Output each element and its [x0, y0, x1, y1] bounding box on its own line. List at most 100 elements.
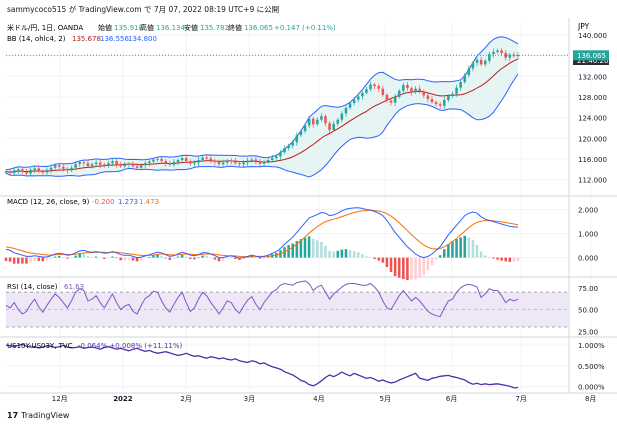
price-tick-label: 120.000: [578, 135, 607, 143]
macd-hist-bar: [459, 237, 462, 258]
candle-body: [209, 158, 213, 161]
macd-hist-bar: [209, 257, 213, 259]
candle-body: [168, 163, 172, 165]
candle-body: [45, 169, 49, 173]
yield-tick-label: 0.000%: [578, 384, 605, 392]
candle-body: [344, 107, 348, 114]
macd-hist-bar: [475, 244, 479, 258]
candle-body: [455, 87, 458, 94]
macd-hist-bar: [500, 257, 503, 261]
macd-tick-label: 0.000: [578, 255, 598, 263]
price-pane[interactable]: [4, 36, 568, 178]
candle-body: [250, 159, 254, 161]
candle-body: [397, 90, 401, 97]
macd-hist-bar: [377, 257, 381, 261]
candle-body: [49, 167, 53, 170]
time-tick-label: 4月: [313, 395, 324, 403]
candle-body: [12, 170, 16, 173]
candle-body: [103, 164, 106, 166]
candle-body: [410, 88, 413, 93]
publish-info: が TradingView.com で 7月 07, 2022 08:19 UT…: [68, 5, 280, 14]
macd-hist-bar: [430, 257, 434, 265]
candle-body: [463, 75, 467, 82]
macd-hist-bar: [488, 257, 491, 258]
candle-body: [4, 171, 8, 173]
candle-body: [197, 160, 200, 163]
candle-body: [283, 148, 286, 153]
macd-hist-bar: [369, 257, 372, 258]
high-value: 136.134: [156, 24, 185, 32]
macd-hist-bar: [86, 255, 90, 258]
macd-hist-bar: [45, 257, 49, 261]
macd-hist-bar: [291, 243, 294, 258]
macd-hist-bar: [238, 257, 241, 260]
candle-body: [131, 163, 135, 167]
macd-axis[interactable]: 2.000 1.000 0.000: [578, 207, 598, 263]
candle-body: [332, 123, 335, 131]
candle-body: [402, 85, 405, 91]
bb-lower-value: 134.800: [128, 35, 157, 43]
candle-body: [172, 162, 176, 165]
macd-hist-bar: [418, 257, 421, 278]
author-name[interactable]: sammycoco515: [7, 5, 67, 14]
candle-body: [213, 160, 217, 163]
macd-hist-bar: [78, 253, 81, 258]
high-label: 高値: [140, 23, 154, 32]
candle-body: [426, 95, 430, 100]
candle-body: [127, 163, 131, 165]
macd-hist-bar: [123, 257, 127, 261]
bb-band-fill: [6, 36, 518, 178]
macd-hist-bar: [205, 255, 208, 258]
time-axis[interactable]: 12月 2022 2月 3月 4月 5月 6月 7月 8月: [52, 395, 597, 403]
macd-hist-bar: [373, 257, 376, 259]
macd-hist-bar: [332, 251, 335, 258]
macd-hist-bar: [193, 257, 196, 260]
time-tick-label: 2月: [180, 395, 191, 403]
bb-lower-line: [5, 73, 519, 178]
time-tick-label: 7月: [515, 395, 526, 403]
candle-body: [17, 169, 20, 171]
candle-body: [86, 163, 90, 167]
time-tick-label: 3月: [244, 395, 255, 403]
macd-hist-bar: [406, 257, 409, 281]
tradingview-logo-icon[interactable]: 17: [7, 411, 19, 420]
currency-label: JPY: [577, 22, 590, 31]
price-tick-label: 140.000: [578, 32, 607, 40]
macd-pane[interactable]: [4, 207, 520, 281]
macd-hist-bar: [336, 250, 340, 258]
macd-hist-bar: [57, 255, 61, 258]
macd-tick-label: 2.000: [578, 207, 598, 215]
macd-hist-bar: [180, 254, 184, 258]
rsi-pane[interactable]: [5, 280, 568, 328]
candle-body: [430, 99, 434, 103]
macd-hist-bar: [463, 235, 467, 258]
candle-body: [148, 161, 151, 164]
candle-body: [356, 96, 360, 100]
rsi-line: [5, 280, 519, 318]
candle-body: [29, 169, 32, 174]
macd-hist-bar: [98, 257, 102, 259]
macd-hist-bar: [70, 257, 73, 259]
brand-name[interactable]: TradingView: [21, 411, 70, 420]
macd-hist-bar: [365, 256, 368, 258]
candle-body: [279, 152, 282, 157]
candle-body: [299, 131, 303, 136]
macd-hist-bar: [37, 257, 41, 261]
rsi-axis[interactable]: 75.00 50.00 25.00: [578, 285, 598, 337]
candle-body: [303, 125, 307, 132]
price-tag-text: 136.065: [577, 52, 606, 60]
macd-hist-bar: [344, 249, 348, 258]
time-tick-label: 8月: [585, 395, 596, 403]
macd-hist-bar: [21, 257, 24, 264]
candle-body: [516, 55, 520, 57]
candle-body: [94, 162, 98, 165]
macd-hist-bar: [438, 255, 442, 258]
yield-pane[interactable]: [5, 343, 519, 389]
last-price-tag: 136.065: [573, 50, 609, 61]
publish-header: sammycoco515 が TradingView.com で 7月 07, …: [7, 4, 279, 15]
candle-body: [57, 165, 61, 167]
macd-hist-bar: [221, 257, 225, 261]
macd-hist-bar: [213, 257, 217, 260]
rsi-tick-label: 75.00: [578, 285, 598, 293]
yield-axis[interactable]: 1.000% 0.500% 0.000%: [578, 342, 605, 392]
